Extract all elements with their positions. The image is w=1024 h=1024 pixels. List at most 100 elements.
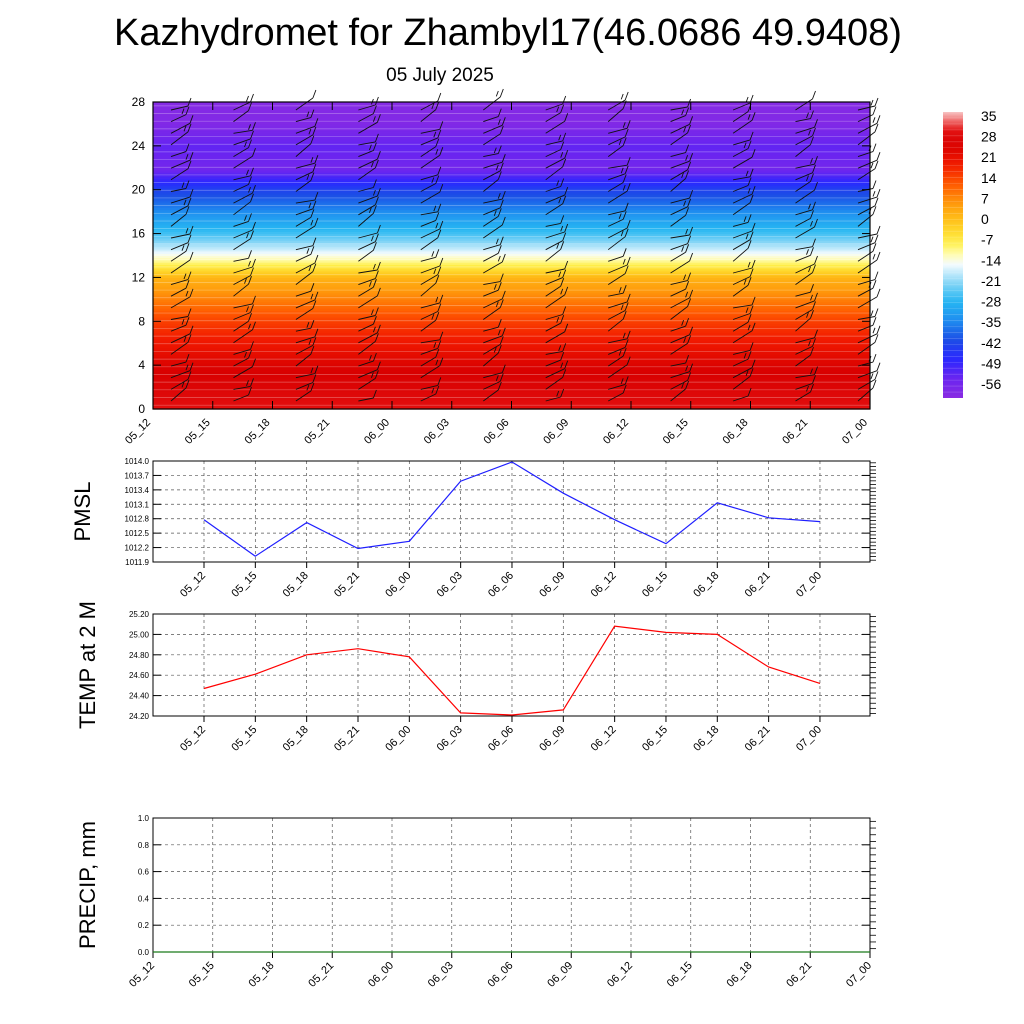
heatmap-band [153,391,870,395]
x-tick-label: 06_18 [725,960,755,990]
barb-flag [681,382,685,389]
barb-flag [181,381,185,388]
barb-flag [187,123,192,133]
wind-barb [170,143,190,158]
wind-barb [670,326,694,344]
barb-flag [370,235,374,242]
wind-barb [607,182,631,204]
wind-barb [545,278,565,297]
x-tick-label: 05_12 [178,724,208,754]
wind-barb [857,325,881,344]
heatmap-band [153,323,870,327]
wind-barb [295,246,315,262]
barb-shaft [732,119,753,134]
heatmap-band [153,369,870,373]
barb-shaft [358,195,378,204]
barb-shaft [670,123,690,134]
x-tick-label: 06_12 [589,724,619,754]
colorbar-label: 35 [981,108,997,124]
barb-flag [810,346,814,356]
barb-shaft [857,196,878,204]
barb-shaft [670,178,686,192]
barb-flag [562,306,567,315]
barb-flag [810,136,814,145]
barb-flag [185,364,189,371]
barb-flag [874,234,879,243]
barb-flag [624,91,629,101]
barb-shaft [857,342,876,355]
barb-flag [252,321,256,330]
wind-barb [857,371,879,390]
wind-barb [233,295,256,309]
heatmap-band [153,132,870,136]
barb-shaft [233,175,251,181]
wind-barb [420,312,440,332]
barb-flag [376,261,381,271]
barb-flag [372,352,377,362]
barb-shaft [670,288,686,297]
barb-shaft [607,273,626,285]
wind-barb [795,156,818,169]
barb-flag [620,378,624,384]
barb-shaft [795,144,811,157]
barb-flag [310,219,314,226]
wind-barb [233,349,252,367]
wind-barb [857,271,879,286]
heatmap-band [153,137,870,140]
wind-barb [857,197,879,216]
barb-flag [244,278,247,284]
x-tick-label: 06_06 [486,570,516,600]
barb-shaft [795,291,811,297]
barb-flag [687,198,692,207]
wind-barb [545,141,565,158]
barb-shaft [170,105,189,111]
barb-flag [564,260,569,270]
barb-shaft [483,161,503,169]
barb-flag [248,250,252,259]
barb-flag [564,186,569,196]
colorbar-label: -28 [981,294,1001,310]
barb-flag [250,193,254,202]
barb-shaft [670,371,690,379]
barb-flag [560,362,564,369]
barb-shaft [607,145,624,157]
y-tick-label: 1012.8 [125,515,150,524]
barb-flag [252,358,256,367]
barb-flag [747,277,752,286]
barb-flag [808,129,811,136]
colorbar-label: -35 [981,314,1001,330]
barb-shaft [795,172,813,181]
barb-shaft [608,127,628,134]
wind-barb [233,102,252,122]
barb-shaft [420,356,437,367]
barb-flag [501,117,506,126]
wind-barb [607,137,627,157]
barb-flag [749,305,754,314]
wind-barb [233,221,256,239]
barb-shaft [795,246,813,251]
wind-barb [670,207,690,227]
barb-flag [814,366,818,375]
y-tick-label: 1012.2 [125,544,150,553]
colorbar-label: 0 [981,211,989,227]
barb-flag [745,307,749,314]
barb-shaft [420,319,437,332]
barb-flag [814,255,818,265]
y-tick-label: 24.20 [129,712,150,721]
heatmap-band [153,327,870,331]
x-tick-label: 07_00 [794,724,824,754]
wind-barbs [170,88,881,402]
y-tick-label: 0.2 [138,921,150,930]
wind-barb [358,142,377,158]
wind-barb [483,253,506,274]
wind-barb [732,214,752,227]
barb-flag [372,242,377,251]
barb-shaft [795,309,813,320]
barb-flag [495,301,499,308]
barb-flag [751,112,756,121]
barb-flag [252,148,256,157]
barb-shaft [732,367,753,379]
wind-barb [670,144,690,158]
barb-shaft [420,365,441,379]
wind-barb [295,163,317,181]
